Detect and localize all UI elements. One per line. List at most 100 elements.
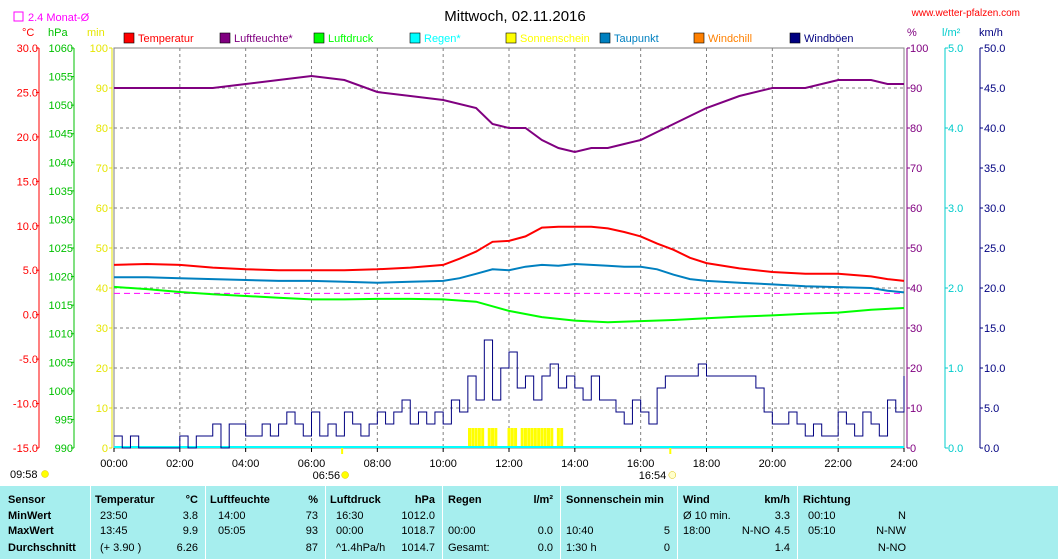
hum-tick-label: 90 [910,83,922,95]
column-separator [560,486,561,559]
legend-item: Luftfeuchte* [219,32,293,45]
wind-tick-label: 35.0 [984,163,1005,175]
temp-tick-label: 15.0 [17,176,38,188]
sun-tick-label: 20 [96,363,108,375]
header-richtung: Richtung [803,494,851,506]
temp-value: 6.26 [176,542,198,554]
dir-time: 00:10 [808,510,836,522]
sun-axis-unit: min [87,27,105,39]
header-sensor: Sensor [8,494,46,506]
hum-tick-label: 100 [910,43,928,55]
header-sonnenschein: Sonnenschein min [566,494,664,506]
sunshine-bar [507,428,511,448]
hum-tick-label: 70 [910,163,922,175]
sunshine-bar [481,428,485,448]
temp-time: 13:45 [100,525,128,537]
temp-time: 23:50 [100,510,128,522]
rain-tick-label: 5.0 [948,43,963,55]
sunshine-bar [494,428,498,448]
wind-tick-label: 5.0 [984,403,999,415]
wind-value: 1.4 [774,542,790,554]
hum-value: 73 [305,510,318,522]
sun-time: 10:40 [566,525,594,537]
press-time: 16:30 [336,510,364,522]
row-label: Durchschnitt [8,542,76,554]
sunshine-bar [537,428,541,448]
hum-tick-label: 40 [910,283,922,295]
press-tick-label: 990 [55,443,73,455]
series-windboeen [114,339,905,449]
header-luftfeuchte: Luftfeuchte [210,494,270,506]
sun-tick-label: 30 [96,323,108,335]
sunshine-bar [527,428,531,448]
sunshine-bar [514,428,518,448]
press-tick-label: 1030 [49,214,73,226]
series-luftdruck [113,285,905,324]
temp-axis-unit: °C [22,27,34,39]
x-tick-label: 16:00 [627,458,655,470]
temp-time: (+ 3.90 ) [100,542,142,554]
rain-time: 00:00 [448,525,476,537]
rain-axis-unit: l/m² [942,27,961,39]
press-tick-label: 1060 [49,43,73,55]
sunshine-bar [520,428,524,448]
x-tick-label: 18:00 [693,458,721,470]
legend-swatch [409,32,421,44]
wind-tick-label: 50.0 [984,43,1005,55]
sunshine-bar [543,428,547,448]
press-tick-label: 1005 [49,357,73,369]
legend-item: Windböen [789,32,854,45]
wind-tick-label: 40.0 [984,123,1005,135]
x-tick-label: 24:00 [890,458,918,470]
x-tick-label: 20:00 [759,458,787,470]
sun-time: 1:30 h [566,542,597,554]
legend-label: Luftfeuchte* [234,33,293,45]
header-rain-unit: l/m² [533,494,553,506]
sunshine-bar [477,428,481,448]
wind-tick-label: 10.0 [984,363,1005,375]
sunrise-time: 06:56 [313,470,341,482]
dir-time: 05:10 [808,525,836,537]
weather-chart: Mittwoch, 02.11.2016 www.wetter-pfalzen.… [10,8,1020,482]
hum-axis-unit: % [907,27,917,39]
sunshine-bar [487,428,491,448]
sunshine-bar [510,428,514,448]
header-temp-unit: °C [185,494,198,506]
rain-tick-label: 2.0 [948,283,963,295]
press-value: 1018.7 [401,525,435,537]
wind-tick-label: 20.0 [984,283,1005,295]
hum-tick-label: 50 [910,243,922,255]
column-separator [205,486,206,559]
sunshine-bar [474,428,478,448]
sun-tick-label: 60 [96,203,108,215]
x-tick-label: 04:00 [232,458,260,470]
sunshine-bar [468,428,471,448]
website-label[interactable]: www.wetter-pfalzen.com [911,8,1020,19]
x-tick-label: 10:00 [429,458,457,470]
series-luftfeuchte [114,74,904,154]
sun-tick-label: 0 [102,443,108,455]
rain-time: Gesamt: [448,542,490,554]
sunshine-bar [533,428,537,448]
sun-tick-label: 40 [96,283,108,295]
grid-lines [114,48,904,448]
press-tick-label: 1035 [49,186,73,198]
sun-value: 5 [663,525,670,537]
temp-tick-label: 0.0 [23,310,38,322]
sunshine-bar [547,428,550,448]
sunshine-bar [556,428,560,448]
temp-value: 9.9 [182,525,198,537]
sun-tick-label: 50 [96,243,108,255]
sun-tick-label: 90 [96,83,108,95]
column-separator [677,486,678,559]
header-wind: Wind [683,494,710,506]
legend-item: Sonnenschein [505,32,590,45]
chart-legend: Temperatur Luftfeuchte* Luftdruck Regen* Son… [123,32,854,45]
sunshine-bar [530,428,534,448]
series-temperatur [113,225,905,282]
sun-value: 0 [663,542,670,554]
header-luftdruck: Luftdruck [330,494,381,506]
rain-tick-label: 3.0 [948,203,963,215]
wind-tick-label: 45.0 [984,83,1005,95]
press-tick-label: 1015 [49,300,73,312]
